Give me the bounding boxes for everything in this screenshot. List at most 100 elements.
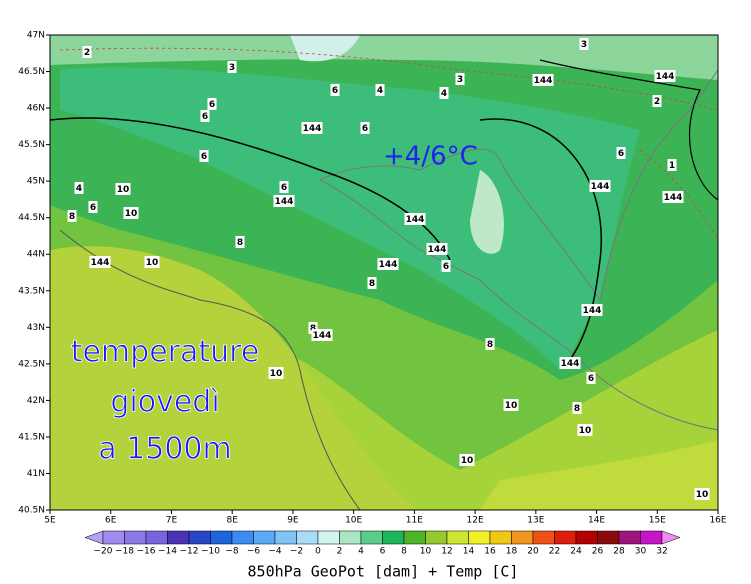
- contour-label-bg: [360, 122, 370, 134]
- contour-label-bg: [115, 183, 131, 195]
- contour-label-bg: [586, 372, 596, 384]
- contour-label-bg: [459, 454, 475, 466]
- contour-label-bg: [74, 182, 84, 194]
- x-tick-label: 12E: [467, 516, 484, 526]
- contour-label-bg: [426, 243, 448, 255]
- colorbar-label: 14: [463, 547, 475, 557]
- colorbar-box: [360, 530, 383, 545]
- contour-label: 10: [579, 426, 592, 436]
- contour-label: 8: [487, 340, 493, 350]
- y-tick-label: 45.5N: [18, 140, 45, 150]
- y-tick-label: 44N: [27, 250, 45, 260]
- y-tick-label: 47N: [27, 31, 45, 41]
- contour-label-bg: [89, 256, 111, 268]
- colorbar-label: 0: [315, 547, 321, 557]
- x-tick-label: 8E: [226, 516, 238, 526]
- contour-label: 6: [90, 203, 96, 213]
- y-tick-label: 43.5N: [18, 286, 45, 296]
- colorbar-box: [102, 530, 125, 545]
- y-tick-label: 44.5N: [18, 213, 45, 223]
- contour-label: 144: [313, 331, 332, 341]
- colorbar-label: 10: [420, 547, 432, 557]
- colorbar-label: 24: [570, 547, 582, 557]
- contour-label: 144: [379, 260, 398, 270]
- colorbar-box: [145, 530, 168, 545]
- contour-label: 144: [561, 359, 580, 369]
- contour-label-bg: [67, 210, 77, 222]
- contour-label: 10: [696, 490, 709, 500]
- contour-label-bg: [532, 74, 554, 86]
- colorbar-box: [575, 530, 598, 545]
- contour-label-bg: [199, 150, 209, 162]
- map-fields: [50, 35, 718, 510]
- contour-label: 3: [457, 75, 463, 85]
- contour-label-bg: [273, 195, 295, 207]
- y-tick-label: 46.5N: [18, 67, 45, 77]
- colorbar-label: 8: [401, 547, 407, 557]
- contour-label: 8: [69, 212, 75, 222]
- contour-label: 4: [441, 89, 447, 99]
- colorbar-label: −12: [180, 547, 199, 557]
- contour-label-bg: [579, 38, 589, 50]
- colorbar-box: [124, 530, 147, 545]
- contour-label: 144: [664, 193, 683, 203]
- contour-label-bg: [503, 399, 519, 411]
- y-tick-label: 43N: [27, 323, 45, 333]
- contour-label: 10: [461, 456, 474, 466]
- y-tick-label: 41.5N: [18, 432, 45, 442]
- colorbar-box: [167, 530, 190, 545]
- contour-label-bg: [279, 181, 289, 193]
- colorbar-label: 16: [484, 547, 496, 557]
- contour-label: 10: [270, 369, 283, 379]
- contour-label: 144: [303, 124, 322, 134]
- colorbar-label: −4: [268, 547, 282, 557]
- contour-label: 4: [377, 86, 383, 96]
- contour-label: 10: [125, 209, 138, 219]
- x-tick-label: 16E: [709, 516, 726, 526]
- x-tick-label: 10E: [345, 516, 362, 526]
- colorbar-box: [446, 530, 469, 545]
- contour-label-bg: [581, 304, 603, 316]
- contour-label: 144: [583, 306, 602, 316]
- colorbar-label: −10: [201, 547, 220, 557]
- colorbar-label: −18: [115, 547, 134, 557]
- contour-label-bg: [375, 84, 385, 96]
- contour-label-bg: [404, 213, 426, 225]
- contour-label: 6: [209, 100, 215, 110]
- contour-label-bg: [227, 61, 237, 73]
- y-tick-label: 41N: [27, 469, 45, 479]
- contour-label-bg: [82, 46, 92, 58]
- contour-label-bg: [268, 367, 284, 379]
- colorbar-box: [382, 530, 405, 545]
- colorbar-label: 6: [380, 547, 386, 557]
- annotation-line: a 1500m: [98, 432, 232, 467]
- contour-label-bg: [577, 424, 593, 436]
- colorbar-label: 12: [441, 547, 452, 557]
- contour-label: 144: [406, 215, 425, 225]
- contour-label: 6: [202, 112, 208, 122]
- colorbar-label: 2: [337, 547, 343, 557]
- contour-label: 6: [443, 262, 449, 272]
- contour-label: 6: [588, 374, 594, 384]
- contour-label: 6: [281, 183, 287, 193]
- colorbar-box: [618, 530, 641, 545]
- contour-label: 2: [654, 97, 660, 107]
- contour-label-bg: [572, 402, 582, 414]
- contour-label-bg: [652, 95, 662, 107]
- annotation-line: giovedì: [110, 385, 219, 420]
- colorbar-box: [188, 530, 211, 545]
- y-tick-label: 42.5N: [18, 359, 45, 369]
- colorbar-box: [640, 530, 663, 545]
- y-tick-label: 42N: [27, 396, 45, 406]
- colorbar-box: [231, 530, 254, 545]
- colorbar-label: −16: [137, 547, 156, 557]
- contour-label: 144: [656, 72, 675, 82]
- colorbar-box: [296, 530, 319, 545]
- colorbar-label: 26: [592, 547, 604, 557]
- colorbar-box: [253, 530, 276, 545]
- contour-label-bg: [559, 357, 581, 369]
- x-tick-label: 14E: [588, 516, 605, 526]
- contour-label-bg: [308, 322, 318, 334]
- colorbar-label: 22: [549, 547, 560, 557]
